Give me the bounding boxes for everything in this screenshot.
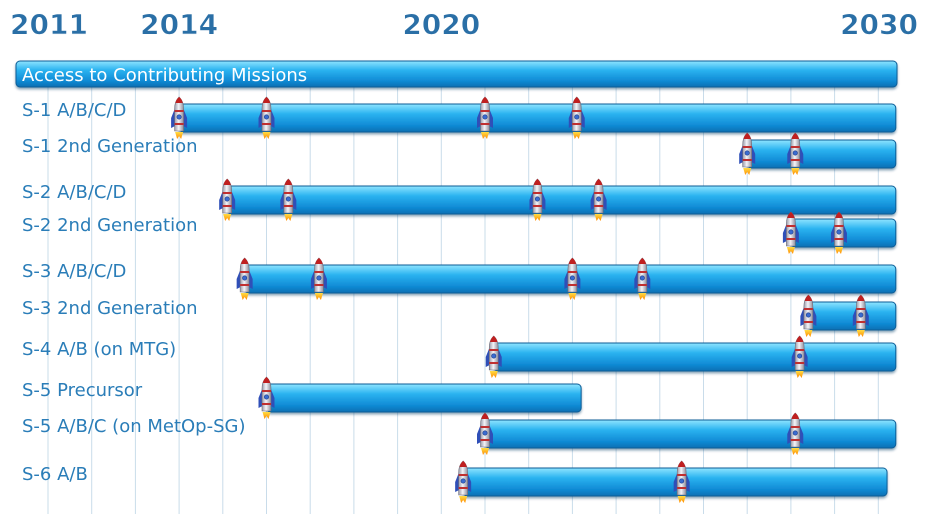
rocket-icon	[236, 257, 254, 301]
mission-row: S-3 2nd Generation	[22, 294, 897, 338]
row-label: S-1 A/B/C/D	[22, 100, 126, 121]
rocket-icon	[485, 335, 503, 379]
row-label: S-1 2nd Generation	[22, 136, 198, 157]
rocket-icon	[279, 178, 297, 222]
rocket-icon	[170, 96, 188, 140]
mission-rows: S-1 A/B/C/D S-1 2nd Generation S-2 A/B/C/D…	[22, 96, 897, 504]
year-axis: 2011 2014 2020 2030	[10, 8, 919, 42]
rocket-icon	[782, 211, 800, 255]
mission-row: S-6 A/B	[22, 460, 888, 504]
rocket-icon	[852, 294, 870, 338]
row-label: S-3 2nd Generation	[22, 298, 198, 319]
access-banner: Access to Contributing Missions	[15, 60, 898, 88]
rocket-icon	[830, 211, 848, 255]
row-label: S-5 Precursor	[22, 380, 143, 401]
year-tick-label: 2014	[140, 8, 218, 41]
row-label: S-2 A/B/C/D	[22, 182, 126, 203]
mission-bar	[178, 103, 897, 133]
mission-row: S-5 A/B/C (on MetOp-SG)	[22, 412, 897, 456]
banner-bar	[15, 60, 898, 88]
rocket-icon	[218, 178, 236, 222]
rocket-icon	[528, 178, 546, 222]
mission-bar	[807, 301, 897, 331]
rocket-icon	[799, 294, 817, 338]
mission-row: S-4 A/B (on MTG)	[22, 335, 897, 379]
mission-row: S-3 A/B/C/D	[22, 257, 897, 301]
rocket-icon	[791, 335, 809, 379]
mission-bar	[746, 139, 897, 169]
row-label: S-4 A/B (on MTG)	[22, 339, 176, 360]
rocket-icon	[563, 257, 581, 301]
rocket-icon	[310, 257, 328, 301]
rocket-icon	[786, 132, 804, 176]
row-label: S-5 A/B/C (on MetOp-SG)	[22, 416, 246, 437]
rocket-icon	[454, 460, 472, 504]
mission-row: S-2 2nd Generation	[22, 211, 897, 255]
mission-bar	[266, 383, 582, 413]
row-label: S-6 A/B	[22, 464, 88, 485]
rocket-icon	[738, 132, 756, 176]
mission-row: S-2 A/B/C/D	[22, 178, 897, 222]
mission-row: S-5 Precursor	[22, 376, 582, 420]
row-label: S-3 A/B/C/D	[22, 261, 126, 282]
rocket-icon	[476, 412, 494, 456]
banner-label: Access to Contributing Missions	[22, 65, 307, 86]
rocket-icon	[258, 376, 275, 420]
year-tick-label: 2011	[10, 8, 88, 41]
mission-row: S-1 2nd Generation	[22, 132, 897, 176]
mission-bar	[493, 342, 897, 372]
rocket-icon	[258, 96, 275, 140]
rocket-icon	[633, 257, 651, 301]
mission-bar	[226, 185, 897, 215]
rocket-icon	[590, 178, 608, 222]
year-tick-label: 2030	[840, 8, 918, 41]
rocket-icon	[673, 460, 691, 504]
rocket-icon	[568, 96, 586, 140]
mission-row: S-1 A/B/C/D	[22, 96, 897, 140]
year-tick-label: 2020	[402, 8, 480, 41]
mission-bar	[484, 419, 897, 449]
row-label: S-2 2nd Generation	[22, 215, 198, 236]
rocket-icon	[476, 96, 494, 140]
rocket-icon	[786, 412, 804, 456]
